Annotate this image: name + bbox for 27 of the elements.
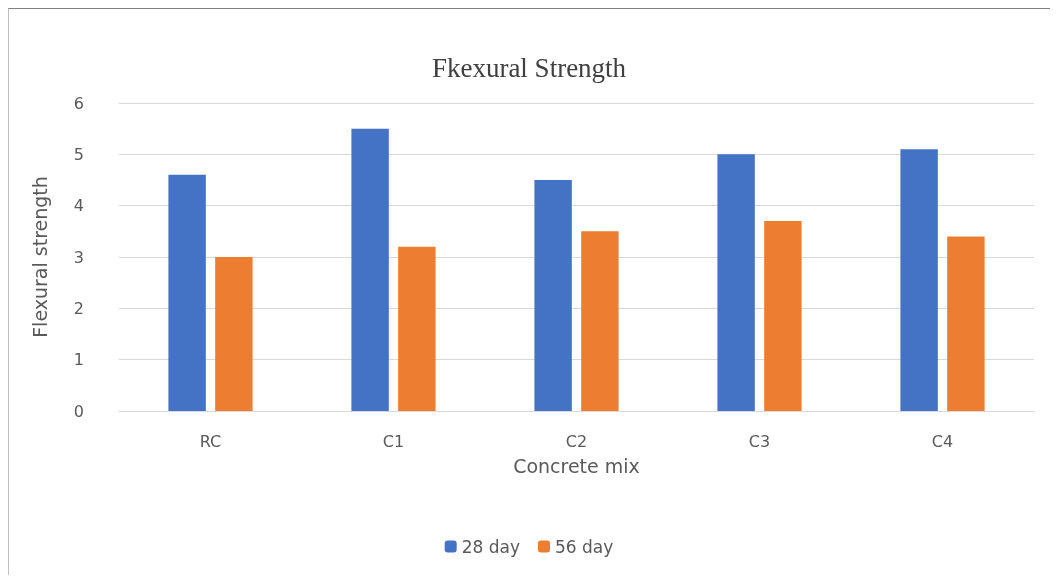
y-tick-label: 0	[73, 401, 84, 421]
x-tick-label: C4	[931, 431, 954, 451]
y-tick-label: 3	[73, 247, 84, 267]
x-tick-label: C2	[565, 431, 588, 451]
chart-title: Fkexural Strength	[431, 52, 627, 83]
x-tick-label: C1	[382, 431, 405, 451]
y-tick-label: 1	[73, 350, 84, 370]
bar	[398, 246, 436, 411]
x-axis-title: Concrete mix	[513, 454, 640, 477]
bar	[947, 236, 985, 411]
bar	[764, 221, 802, 411]
bar	[168, 174, 206, 411]
bar	[581, 231, 619, 411]
y-axis-title: Flexural strength	[28, 176, 51, 338]
y-tick-label: 5	[73, 144, 84, 164]
bar	[351, 128, 389, 411]
bar	[717, 154, 755, 411]
y-tick-label: 4	[73, 196, 84, 216]
y-tick-label: 6	[73, 93, 84, 113]
x-tick-label: RC	[199, 431, 222, 451]
legend-label: 28 day	[461, 536, 521, 557]
bar	[215, 257, 253, 411]
y-tick-label: 2	[73, 298, 84, 318]
bar	[534, 180, 572, 411]
bar	[900, 149, 938, 411]
x-tick-label: C3	[748, 431, 771, 451]
legend-label: 56 day	[555, 536, 614, 557]
